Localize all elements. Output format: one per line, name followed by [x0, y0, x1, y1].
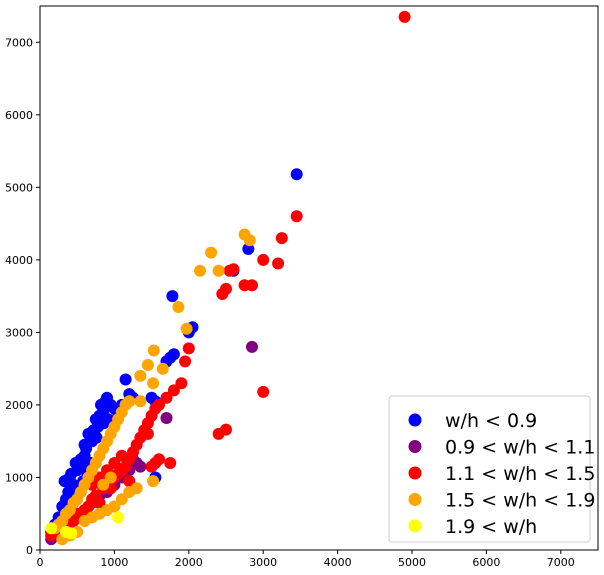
y-axis: 0 1000 2000 3000 4000 5000 6000 7000 [5, 36, 40, 557]
data-point [45, 522, 58, 535]
legend-marker [408, 519, 422, 533]
data-point [179, 355, 192, 368]
data-point [134, 369, 147, 382]
data-point [123, 395, 136, 408]
x-tick-label: 5000 [398, 556, 426, 569]
points-layer [45, 10, 411, 546]
x-tick-label: 6000 [472, 556, 500, 569]
data-point [141, 427, 154, 440]
data-point [175, 377, 188, 390]
data-point [246, 340, 258, 353]
data-point [182, 342, 195, 355]
data-point [115, 493, 128, 506]
data-point [119, 373, 132, 386]
legend-frame [388, 395, 591, 543]
data-point [115, 449, 128, 462]
y-tick-label: 4000 [5, 254, 33, 267]
data-point [272, 257, 285, 270]
data-point [78, 438, 91, 451]
data-point [65, 527, 78, 540]
y-tick-label: 7000 [5, 36, 33, 49]
data-point [167, 348, 180, 361]
x-axis: 0 1000 2000 3000 4000 5000 6000 7000 [37, 550, 575, 569]
data-point [112, 511, 125, 524]
data-point [147, 475, 160, 488]
data-point [160, 412, 173, 424]
data-point [90, 431, 103, 444]
legend-label: 1.9 < w/h [445, 516, 537, 538]
data-point [123, 475, 136, 488]
y-tick-label: 2000 [5, 399, 33, 412]
legend-label: 0.9 < w/h < 1.1 [445, 437, 595, 459]
legend: w/h < 0.9 0.9 < w/h < 1.1 1.1 < w/h < 1.5 1… [388, 395, 595, 543]
data-point [134, 460, 147, 473]
x-tick-label: 0 [37, 556, 44, 569]
x-tick-label: 7000 [547, 556, 575, 569]
data-point [246, 279, 258, 292]
data-point [160, 391, 173, 404]
y-tick-label: 0 [26, 544, 33, 557]
x-tick-label: 1000 [100, 556, 128, 569]
y-tick-label: 6000 [5, 109, 33, 122]
data-point [275, 232, 288, 245]
data-point [398, 10, 411, 23]
data-point [212, 264, 225, 277]
data-point [130, 482, 143, 495]
legend-marker [408, 466, 422, 480]
data-point [147, 377, 160, 390]
data-point [243, 234, 256, 247]
data-point [65, 467, 78, 480]
legend-marker [408, 413, 422, 427]
legend-label: 1.5 < w/h < 1.9 [445, 490, 595, 512]
data-point [257, 385, 270, 398]
data-point [164, 457, 177, 469]
data-point [167, 384, 180, 397]
data-point [180, 322, 193, 335]
data-point [108, 500, 121, 513]
y-tick-label: 3000 [5, 326, 33, 339]
data-point [194, 264, 206, 277]
data-point [156, 362, 169, 375]
data-point [153, 453, 165, 466]
data-point [227, 263, 240, 276]
data-point [166, 290, 179, 303]
series-4 [45, 511, 125, 540]
data-point [97, 478, 110, 491]
x-tick-label: 2000 [175, 556, 203, 569]
x-tick-label: 3000 [249, 556, 277, 569]
legend-marker [408, 493, 422, 506]
data-point [104, 471, 117, 484]
legend-marker [408, 440, 422, 453]
data-point [205, 246, 218, 259]
legend-label: w/h < 0.9 [445, 410, 537, 432]
data-point [147, 344, 160, 357]
data-point [220, 423, 232, 436]
legend-label: 1.1 < w/h < 1.5 [445, 463, 595, 485]
y-tick-label: 5000 [5, 181, 33, 194]
x-tick-label: 4000 [324, 556, 352, 569]
y-tick-label: 1000 [5, 471, 33, 484]
data-point [93, 496, 106, 509]
data-point [141, 359, 154, 371]
data-point [134, 395, 147, 408]
data-point [257, 253, 270, 266]
data-point [290, 168, 303, 181]
data-point [108, 457, 121, 469]
data-point [153, 398, 165, 411]
data-point [220, 282, 232, 295]
data-point [290, 210, 303, 223]
plot-frame [39, 5, 599, 551]
data-point [172, 301, 185, 313]
